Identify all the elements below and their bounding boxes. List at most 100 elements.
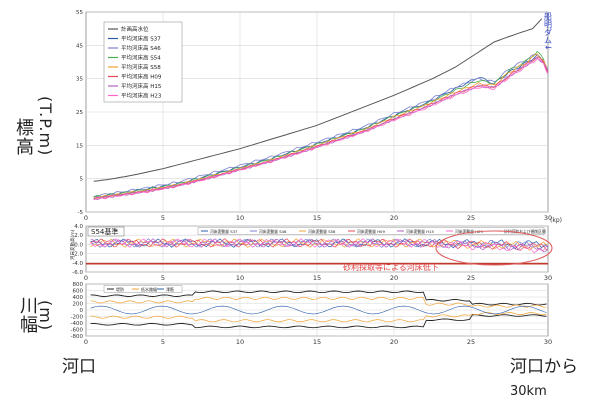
bed-change-x-tick-label: 5 <box>161 274 165 282</box>
elevation-legend-label: 平均河床高 S37 <box>121 35 161 43</box>
elevation-x-tick-label: 15 <box>313 214 321 222</box>
bed-change-legend-label: 河床変動量 S46 <box>259 229 287 234</box>
river-width-ylabel-char-2: 幅 <box>17 315 38 334</box>
river-width-ylabel-unit: (m) <box>36 300 55 332</box>
elevation-series-lines <box>93 18 549 201</box>
bed-change-y-tick-label: 4.0 <box>74 224 83 230</box>
elevation-legend-label: 平均河床高 H09 <box>121 73 162 81</box>
river-width-legend-label: 堤防 <box>116 286 124 292</box>
river-width-y-tick-label: 0 <box>80 308 84 314</box>
river-width-y-tick-label: 200 <box>73 302 84 308</box>
bed-change-series-line <box>90 238 549 253</box>
river-width-legend-box <box>103 285 183 293</box>
elevation-legend-label: 平均河床高 S58 <box>121 63 161 71</box>
bed-change-chart: 0 5 10 15 20 25 304.02.00.0-2.0-4.0-6.0 S54基準 … <box>69 224 553 282</box>
bed-change-x-tick-label: 25 <box>467 274 475 282</box>
bed-change-y-tick-label: -6.0 <box>72 270 83 276</box>
bed-change-x-tick-label: 10 <box>236 274 244 282</box>
s54-baseline-box <box>87 226 125 237</box>
river-width-x-tick-label: 0 <box>84 338 88 346</box>
distance-label: 河口から <box>510 357 578 377</box>
elevation-y-tick-label: 55 <box>76 10 83 16</box>
bed-degradation-ellipse <box>435 230 553 266</box>
bed-change-ylabel: 河床変動高(m) <box>69 229 76 260</box>
elevation-series-line <box>93 53 549 198</box>
bed-change-series-line <box>90 238 549 254</box>
river-width-y-tick-label: -600 <box>71 328 84 334</box>
elevation-legend-label: 平均河床高 S54 <box>121 54 161 62</box>
river-width-x-tick-label: 5 <box>161 338 165 346</box>
s54-baseline-label: S54基準 <box>91 227 118 236</box>
elevation-series-line <box>93 18 543 182</box>
elevation-x-tick-label: 20 <box>390 214 398 222</box>
bed-change-legend-box <box>197 227 545 235</box>
bed-change-legend-label: 河床変動量 H15 <box>406 229 434 234</box>
river-width-y-tick-label: 600 <box>73 289 84 295</box>
bed-change-legend: 河床変動量 S37 河床変動量 S46 河床変動量 S58 河床変動量 H09 河床変動… <box>197 227 546 235</box>
elevation-x-tick-label: 5 <box>161 214 165 222</box>
bed-change-x-tick-label: 20 <box>390 274 398 282</box>
river-width-chart: 0 5 10 15 20 25 308006004002000-200-400-600-80… <box>71 282 553 346</box>
river-width-legend-label: 澪筋 <box>166 286 174 292</box>
bed-change-x-tick-label: 0 <box>84 274 88 282</box>
river-width-x-tick-label: 10 <box>236 338 244 346</box>
bed-change-y-tick-label: -4.0 <box>72 261 83 267</box>
river-width-ylabel-char-1: 川 <box>17 296 38 315</box>
river-width-y-tick-label: -800 <box>71 334 84 340</box>
river-width-ylabel: 川幅 <box>14 296 40 334</box>
river-width-series-lines <box>90 290 547 329</box>
legend-box <box>103 21 183 103</box>
river-mouth-label: 河口 <box>62 357 96 377</box>
elevation-series-line <box>93 58 549 201</box>
elevation-ylabel-char-1: 標 <box>13 118 34 137</box>
elevation-legend-label: 平均河床高 H23 <box>121 92 162 100</box>
river-width-series-line <box>90 290 547 306</box>
elevation-ylabel: 標高 <box>13 118 34 156</box>
elevation-x-tick-label: 0 <box>84 214 88 222</box>
bed-change-legend-label: 河床変動量 H23 <box>455 229 483 234</box>
river-width-y-tick-label: 400 <box>73 295 84 301</box>
elevation-y-tick-label: 45 <box>76 43 83 49</box>
bed-change-series-line <box>90 238 549 251</box>
river-width-y-tick-label: -200 <box>71 315 84 321</box>
river-width-legend: 堤防 低水路幅 澪筋 <box>103 285 183 293</box>
distance-km-label: 30km <box>510 384 547 399</box>
elevation-y-tick-label: 15 <box>76 143 83 149</box>
elevation-y-tick-label: 35 <box>76 77 83 83</box>
bed-change-tick-labels: 0 5 10 15 20 25 30 4.0 2.0 0.0 -2.0 -4.0 -6.0 <box>72 224 552 282</box>
river-width-series-line <box>90 296 547 308</box>
elevation-legend-label: 計画高水位 <box>121 25 149 33</box>
river-width-y-tick-label: -400 <box>71 321 84 327</box>
elevation-y-tick-label: -5 <box>78 210 84 216</box>
river-width-series-line <box>90 314 547 329</box>
river-width-x-tick-label: 15 <box>313 338 321 346</box>
river-width-legend-label: 低水路幅 <box>141 286 157 292</box>
river-width-series-line <box>90 312 547 323</box>
river-width-x-tick-label: 20 <box>390 338 398 346</box>
elevation-legend-label: 平均河床高 H15 <box>121 82 162 90</box>
dam-annotation: 船明ダム↓ <box>544 11 553 51</box>
river-width-y-tick-label: 800 <box>73 282 84 288</box>
river-width-tick-labels: 0 5 10 15 20 25 308006004002000-200-400-600-80… <box>71 282 553 346</box>
river-width-x-tick-label: 25 <box>467 338 475 346</box>
river-width-x-tick-label: 30 <box>544 338 552 346</box>
bed-change-grid <box>86 225 548 273</box>
bed-change-legend-label: 河床変動量 S58 <box>308 229 336 234</box>
elevation-x-tick-label: 10 <box>236 214 244 222</box>
elevation-y-tick-label: 25 <box>76 110 83 116</box>
bed-change-y-tick-label: 2.0 <box>74 233 83 239</box>
elevation-x-tick-label: 25 <box>467 214 475 222</box>
elevation-legend-label: 平均河床高 S46 <box>121 44 161 52</box>
bed-change-x-tick-label: 30 <box>544 274 552 282</box>
bed-change-y-tick-label: 0.0 <box>74 242 83 248</box>
elevation-ylabel-unit: (T.P.m) <box>36 96 55 157</box>
x-unit-label: (kp) <box>550 217 562 224</box>
elevation-y-tick-label: 5 <box>80 177 84 183</box>
elevation-series-line <box>93 57 549 201</box>
bed-change-series-lines <box>86 238 549 265</box>
elevation-tick-labels: 0 5 10 15 20 25 30 -5 5 15 25 35 45 55 <box>76 10 552 222</box>
bed-change-x-tick-label: 15 <box>313 274 321 282</box>
